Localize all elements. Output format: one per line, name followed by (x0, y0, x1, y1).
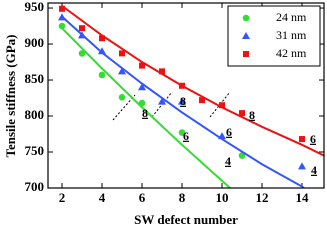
y-tick-label: 850 (25, 71, 45, 86)
point (78, 31, 86, 39)
y-tick-label: 900 (25, 35, 45, 50)
x-tick-label: 12 (256, 190, 269, 205)
point (299, 136, 305, 143)
guide-line (112, 94, 136, 121)
point (219, 102, 225, 109)
chart: Tensile stiffness (GPa) SW defect number… (3, 0, 325, 227)
y-tick-label: 700 (25, 179, 45, 194)
point (178, 97, 186, 105)
x-tick-label: 10 (216, 190, 229, 205)
annotation: 8 (249, 108, 255, 122)
point (159, 68, 165, 75)
point (238, 152, 246, 159)
annotation: 8 (180, 94, 186, 108)
point (239, 110, 245, 117)
point (199, 97, 205, 104)
y-tick-label: 950 (25, 0, 45, 14)
legend-marker (242, 32, 250, 39)
point (118, 93, 126, 101)
x-tick-label: 8 (179, 190, 186, 205)
annotation: 6 (183, 129, 189, 143)
legend-label: 42 nm (276, 46, 307, 60)
x-tick-label: 6 (139, 190, 146, 205)
x-tick-label: 4 (99, 190, 106, 205)
point (158, 97, 166, 105)
point (178, 129, 186, 136)
fit-line (61, 27, 231, 188)
point (218, 132, 226, 140)
point (118, 67, 126, 75)
point (59, 5, 65, 12)
x-tick-label: 2 (59, 190, 66, 205)
annotation: 4 (225, 154, 231, 168)
legend-label: 24 nm (276, 10, 307, 24)
legend-label: 31 nm (276, 28, 307, 42)
x-tick-label: 14 (296, 190, 310, 205)
point (58, 22, 66, 30)
fit-line (61, 15, 305, 188)
annotation: 6 (310, 132, 316, 146)
point (119, 50, 125, 57)
annotation: 6 (226, 125, 232, 139)
annotation: 8 (142, 106, 148, 120)
y-axis-title: Tensile stiffness (GPa) (3, 34, 18, 157)
point (98, 71, 106, 79)
legend-marker (242, 14, 250, 22)
legend-marker (243, 51, 249, 57)
annotation: 4 (311, 163, 317, 177)
point (138, 99, 146, 107)
point (79, 25, 85, 32)
fit-line (61, 5, 324, 157)
point (179, 82, 185, 89)
y-tick-label: 800 (25, 107, 45, 122)
point (98, 47, 106, 55)
y-tick-label: 750 (25, 143, 45, 158)
plot-frame (47, 2, 325, 189)
point (58, 13, 66, 21)
point (99, 35, 105, 42)
point (138, 83, 146, 91)
point (298, 162, 306, 170)
point (78, 50, 86, 57)
x-axis-title: SW defect number (134, 212, 238, 227)
point (139, 62, 145, 69)
